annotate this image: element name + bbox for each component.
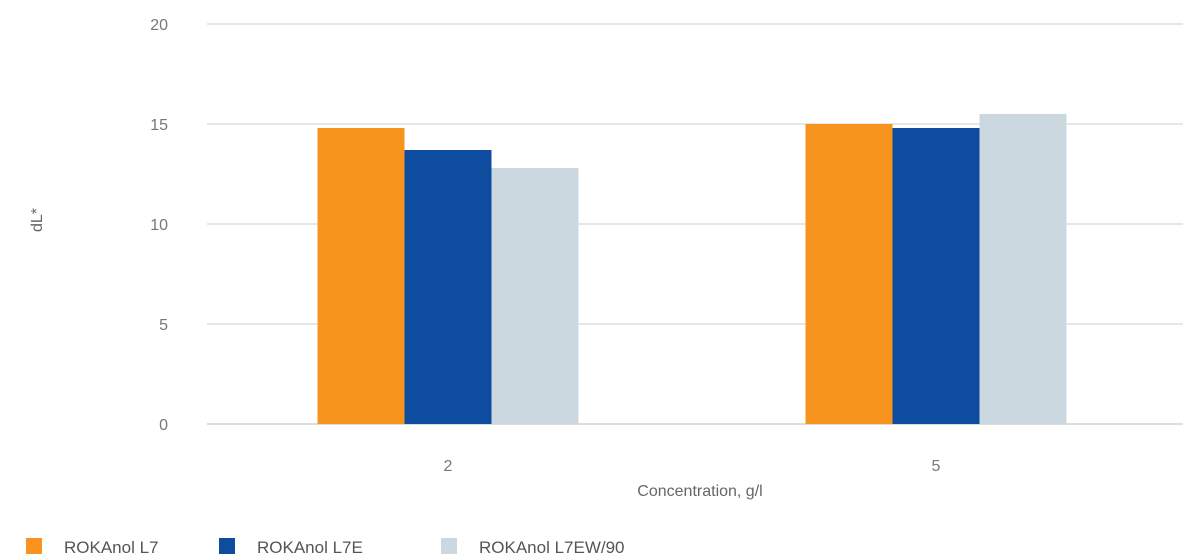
- legend-label: ROKAnol L7EW/90: [479, 538, 625, 556]
- legend-label: ROKAnol L7E: [257, 538, 363, 556]
- y-tick-label: 15: [150, 117, 168, 134]
- bar-rokanol-l7ew-90-2: [491, 168, 579, 424]
- legend-swatch: [26, 538, 42, 554]
- legend-item-rokanol-l7: ROKAnol L7: [26, 538, 159, 556]
- y-axis-title: dL*: [29, 208, 46, 232]
- bar-rokanol-l7-2: [317, 128, 405, 424]
- x-tick-label: 2: [444, 458, 453, 475]
- legend-swatch: [441, 538, 457, 554]
- bar-rokanol-l7e-2: [404, 150, 492, 424]
- y-tick-label: 10: [150, 217, 168, 234]
- legend-item-rokanol-l7e: ROKAnol L7E: [219, 538, 363, 556]
- y-tick-label: 0: [159, 417, 168, 434]
- legend-label: ROKAnol L7: [64, 538, 159, 556]
- bar-rokanol-l7e-5: [892, 128, 980, 424]
- legend-item-rokanol-l7ew-90: ROKAnol L7EW/90: [441, 538, 625, 556]
- y-tick-label: 20: [150, 17, 168, 34]
- y-tick-label: 5: [159, 317, 168, 334]
- x-axis-title: Concentration, g/l: [637, 483, 762, 500]
- bar-rokanol-l7ew-90-5: [979, 114, 1067, 424]
- legend-swatch: [219, 538, 235, 554]
- y-axis-ticks: 0 5 10 15 20: [150, 17, 168, 434]
- bar-rokanol-l7-5: [805, 124, 893, 424]
- x-tick-label: 5: [932, 458, 941, 475]
- bars: [317, 114, 1067, 424]
- legend: ROKAnol L7 ROKAnol L7E ROKAnol L7EW/90: [26, 538, 625, 556]
